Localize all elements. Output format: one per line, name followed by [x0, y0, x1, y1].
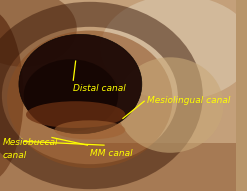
Ellipse shape [0, 10, 24, 181]
FancyBboxPatch shape [0, 0, 236, 191]
Ellipse shape [24, 59, 118, 132]
Ellipse shape [101, 0, 247, 100]
Text: Mesiobuccal: Mesiobuccal [2, 138, 58, 146]
FancyBboxPatch shape [0, 143, 236, 191]
Text: canal: canal [2, 151, 27, 160]
Ellipse shape [19, 34, 142, 134]
Text: Mesiolingual canal: Mesiolingual canal [146, 96, 230, 104]
Ellipse shape [0, 0, 77, 67]
Ellipse shape [117, 57, 223, 153]
Ellipse shape [7, 31, 173, 168]
Ellipse shape [26, 101, 125, 128]
Ellipse shape [54, 120, 125, 139]
Text: MM canal: MM canal [90, 149, 132, 158]
Text: Distal canal: Distal canal [73, 84, 126, 93]
